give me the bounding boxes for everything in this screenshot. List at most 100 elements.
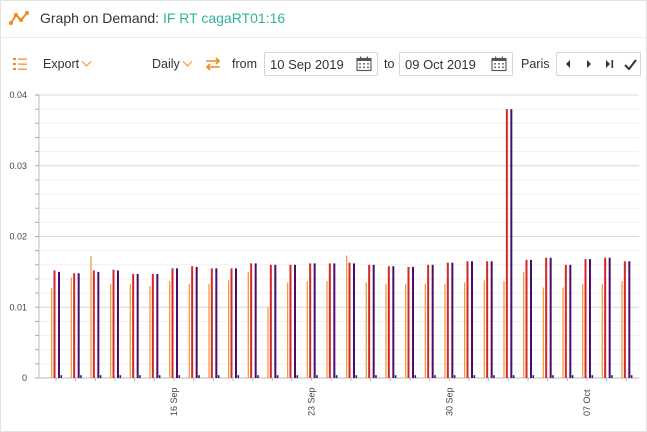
bar (149, 286, 151, 378)
bar (542, 287, 544, 378)
bar (549, 257, 552, 378)
bar (90, 256, 92, 378)
bar (129, 283, 131, 378)
bar (289, 264, 292, 378)
bar (335, 375, 338, 378)
bar (73, 273, 76, 378)
bar (99, 375, 102, 378)
bar (355, 375, 358, 378)
bar (591, 375, 594, 378)
swap-button[interactable] (204, 49, 222, 79)
bar (117, 270, 119, 378)
bar (493, 375, 495, 378)
bar (198, 375, 200, 378)
bar (503, 281, 505, 378)
bar (191, 266, 194, 378)
bar (394, 375, 397, 378)
calendar-icon[interactable] (356, 56, 372, 72)
bar (276, 375, 279, 378)
bar (466, 261, 469, 378)
bar (464, 282, 466, 378)
list-settings-button[interactable] (12, 49, 28, 79)
bar (414, 375, 417, 378)
bar (296, 375, 299, 378)
bar (604, 257, 607, 378)
bar (532, 375, 535, 378)
bar (530, 259, 532, 378)
bar (505, 109, 508, 379)
bar (483, 280, 485, 378)
bar (60, 375, 63, 378)
bar (412, 266, 414, 378)
bar (136, 273, 139, 378)
bar (97, 271, 100, 378)
bar (630, 375, 633, 378)
bar (228, 280, 230, 378)
bar (51, 288, 53, 378)
bar (112, 269, 115, 378)
bar (562, 287, 564, 378)
granularity-value: Daily (152, 57, 180, 71)
bar (523, 271, 525, 378)
navigation-controls (556, 52, 641, 76)
bar (365, 282, 367, 378)
bar (584, 259, 587, 378)
bar (353, 263, 355, 378)
bar (431, 264, 434, 378)
bar (294, 264, 296, 378)
bar (471, 261, 473, 378)
bar (405, 283, 407, 378)
export-label: Export (43, 57, 80, 71)
list-settings-icon (13, 58, 27, 70)
bar (375, 375, 377, 378)
bar (274, 264, 277, 378)
bar (589, 259, 591, 378)
bar (309, 263, 312, 378)
last-icon (605, 60, 613, 68)
bar (510, 109, 513, 379)
to-date-value: 09 Oct 2019 (405, 56, 476, 72)
bar (611, 375, 613, 378)
bar (628, 261, 631, 378)
bar (427, 264, 430, 378)
bar (53, 270, 56, 378)
bar (151, 273, 154, 378)
bar (237, 375, 240, 378)
export-dropdown[interactable]: Export (43, 49, 92, 79)
y-tick-label: 0.01 (9, 302, 27, 312)
bar (210, 268, 213, 378)
bar (316, 375, 318, 378)
bar (387, 266, 390, 378)
bar (569, 264, 572, 378)
apply-button[interactable] (620, 53, 641, 75)
y-tick-label: 0.02 (9, 232, 27, 242)
bar (110, 283, 112, 378)
bar (119, 375, 122, 378)
next-button[interactable] (578, 53, 599, 75)
bar (623, 261, 626, 378)
bar (77, 273, 80, 378)
previous-button[interactable] (557, 53, 578, 75)
bar (195, 266, 198, 378)
bar (368, 264, 371, 378)
granularity-dropdown[interactable]: Daily (152, 49, 193, 79)
bar (70, 277, 72, 378)
bar (215, 268, 218, 378)
bar (348, 262, 351, 378)
bar (453, 375, 456, 378)
bar (333, 263, 336, 378)
bar (257, 375, 259, 378)
chevron-down-icon (182, 56, 193, 67)
x-tick-label: 30 Sep (444, 387, 454, 416)
bar (156, 273, 159, 378)
bar (434, 375, 436, 378)
to-date-field[interactable]: 09 Oct 2019 (399, 52, 513, 76)
bar-chart: 0 0.01 0.02 0.03 0.04 16 Sep 23 Sep 30 Sep 07 Oc… (9, 90, 639, 416)
bar (446, 262, 449, 378)
from-date-field[interactable]: 10 Sep 2019 (264, 52, 378, 76)
from-label: from (232, 57, 257, 71)
last-button[interactable] (599, 53, 620, 75)
bar (490, 261, 493, 378)
calendar-icon[interactable] (491, 56, 507, 72)
bar (80, 375, 82, 378)
